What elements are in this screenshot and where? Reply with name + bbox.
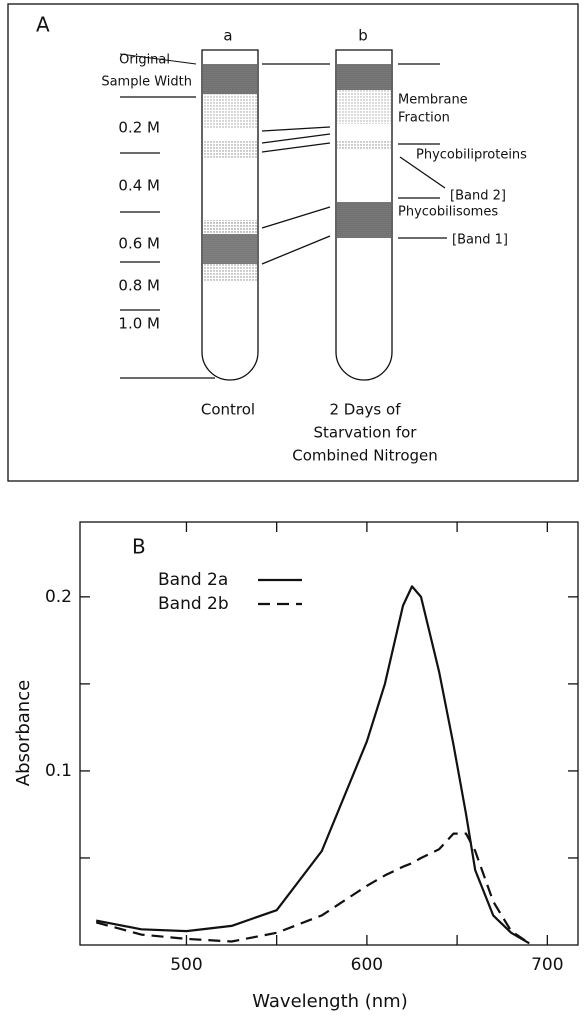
fraction-label: [Band 2] <box>450 189 506 204</box>
fraction-label: Fraction <box>398 111 450 126</box>
connectors <box>119 53 447 379</box>
concentration: 0.8 M <box>118 277 160 295</box>
caption: 2 Days of <box>330 401 402 419</box>
x-tick-label: 600 <box>351 955 383 975</box>
caption: Starvation for <box>314 424 418 442</box>
fraction-label: [Band 1] <box>452 233 508 248</box>
fraction-label: Membrane <box>398 93 468 108</box>
concentration: 0.4 M <box>118 177 160 195</box>
legend-label: Band 2b <box>158 594 229 614</box>
legend-label: Band 2a <box>158 570 228 590</box>
band <box>203 140 257 158</box>
tube <box>335 49 393 381</box>
band <box>337 202 391 238</box>
band <box>203 220 257 234</box>
caption: Control <box>201 401 255 419</box>
series-line <box>95 585 530 945</box>
y-axis-label: Absorbance <box>13 680 34 786</box>
band <box>203 264 257 282</box>
concentration: 0.2 M <box>118 119 160 137</box>
band <box>203 234 257 264</box>
gradient-label: Original <box>119 53 170 68</box>
band <box>337 90 391 124</box>
panel-b: B Wavelength (nm) Absorbance 500 600 700 0.… <box>13 521 579 1012</box>
tube-label: a <box>223 27 232 45</box>
panel-label: B <box>132 535 146 559</box>
concentration: 0.6 M <box>118 235 160 253</box>
fraction-label: Phycobilisomes <box>398 205 498 220</box>
caption: Combined Nitrogen <box>292 447 438 465</box>
panel-label: A <box>36 13 50 37</box>
gradient-label: Sample Width <box>101 75 192 90</box>
band <box>203 64 257 94</box>
panel-frame <box>7 3 579 482</box>
x-tick-label: 700 <box>531 955 563 975</box>
band <box>203 94 257 128</box>
band <box>337 64 391 90</box>
band <box>337 140 391 150</box>
axes-frame <box>79 521 579 946</box>
tube <box>201 49 259 381</box>
tube-label: b <box>358 27 368 45</box>
y-tick-label: 0.1 <box>45 761 72 781</box>
panel-a: A a b Original Sample Width 0.2 M 0. <box>7 3 579 482</box>
x-axis-label: Wavelength (nm) <box>252 991 408 1012</box>
fraction-label: Phycobiliproteins <box>416 148 527 163</box>
series-line <box>95 832 530 945</box>
y-tick-label: 0.2 <box>45 587 72 607</box>
concentration: 1.0 M <box>118 315 160 333</box>
x-tick-label: 500 <box>170 955 202 975</box>
